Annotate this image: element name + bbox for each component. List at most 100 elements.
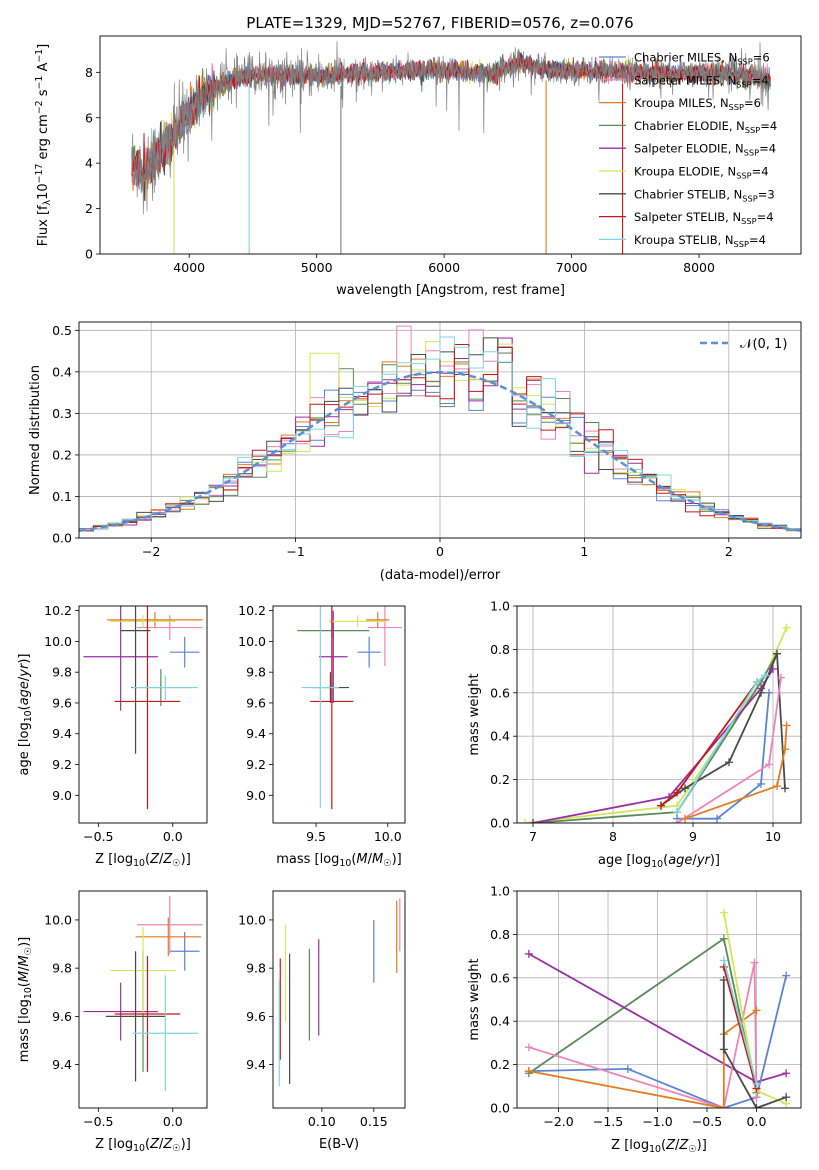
label-part: Salpeter ELODIE, N <box>634 142 744 156</box>
axes-frame <box>516 605 802 824</box>
label-part: Z [log <box>95 1137 133 1152</box>
label-part: 10 <box>339 858 351 869</box>
x-tick-label: −0.5 <box>83 1114 113 1129</box>
y-tick-label: 0.6 <box>490 970 510 985</box>
y-tick-label: 9.8 <box>52 961 72 976</box>
y-tick-label: 9.2 <box>52 757 72 772</box>
y-tick-label: 9.6 <box>246 695 266 710</box>
chart-mass_vs_Z: −0.5 0.09.49.69.810.0Z [log10(Z/Z☉)]mass … <box>17 890 208 1154</box>
label-part: ( <box>145 852 150 867</box>
x-axis-label: age [log10(age/yr)] <box>598 853 720 870</box>
label-part: SSP <box>736 79 751 89</box>
label-part: s <box>36 89 51 100</box>
x-tick-label: 0.15 <box>360 1114 388 1129</box>
x-tick-label: 2 <box>725 544 733 559</box>
y-tick-label: 0.2 <box>490 1057 510 1072</box>
plot-area <box>297 606 403 810</box>
plot-area <box>278 898 401 1087</box>
label-part: / <box>17 676 32 681</box>
label-part: SSP <box>736 171 751 181</box>
y-tick-label: 10.0 <box>44 634 72 649</box>
x-axis-label: (data-model)/error <box>380 568 501 583</box>
y-tick-label: 10.0 <box>238 634 266 649</box>
y-tick-label: 10.2 <box>44 603 72 618</box>
y-tick-label: 9.2 <box>246 757 266 772</box>
label-part: ( <box>351 852 356 867</box>
y-tick-label: 0.2 <box>490 772 510 787</box>
label-part: ( <box>663 853 668 868</box>
label-part: =4 <box>749 233 766 247</box>
label-part: / <box>17 966 32 971</box>
label-part: age <box>668 853 692 868</box>
label-part: SSP <box>734 239 749 249</box>
label-part: =4 <box>760 119 777 133</box>
axes-frame <box>78 321 802 539</box>
label-part: Z <box>149 852 160 867</box>
label-part: 10 <box>651 859 663 870</box>
y-tick-label: 0.5 <box>52 323 72 338</box>
label-part: =4 <box>759 142 776 156</box>
x-tick-label: 10.0 <box>374 829 402 844</box>
axes-frame <box>99 35 802 255</box>
y-tick-label: 6 <box>85 110 93 125</box>
y-tick-label: 0.1 <box>52 489 72 504</box>
label-part: erg cm <box>36 114 51 163</box>
label-part: / <box>159 1137 164 1152</box>
y-axis-label: mass weight <box>467 673 482 755</box>
x-tick-label: 0 <box>436 544 444 559</box>
series-line <box>528 962 758 1108</box>
label-part: 10 <box>649 1144 661 1155</box>
axes-frame <box>516 890 802 1109</box>
y-tick-label: 0.3 <box>52 406 72 421</box>
label-part: / <box>692 853 697 868</box>
label-part: SSP <box>741 216 756 226</box>
x-tick-label: 7000 <box>556 260 588 275</box>
label-part: Chabrier STELIB, N <box>634 187 742 201</box>
y-axis-label: age [log10(age/yr)] <box>17 653 34 775</box>
x-axis-label: mass [log10(M/M☉)] <box>276 852 402 869</box>
label-part: Kroupa STELIB, N <box>634 233 734 247</box>
y-axis-label: Normed distribution <box>28 365 43 495</box>
y-tick-label: 0 <box>85 247 93 262</box>
chart-weight_vs_Z: −2.0 −1.5 −1.0 −0.5 0.0 0.0 0.2 0.4 0.6 0.8 1.0 Z [… <box>467 884 802 1155</box>
x-tick-label: −0.5 <box>692 1114 722 1129</box>
label-part: ( <box>17 705 32 710</box>
label-part: M <box>17 971 32 982</box>
series-line <box>677 692 770 820</box>
legend-label: Salpeter STELIB, NSSP=4 <box>634 210 774 226</box>
label-part: mass [log <box>17 999 32 1062</box>
y-tick-label: 9.4 <box>52 1057 72 1072</box>
label-part: −1 <box>34 76 45 90</box>
label-part: Z <box>162 852 173 867</box>
y-tick-label: 0.6 <box>490 685 510 700</box>
y-tick-label: 1.0 <box>490 884 510 899</box>
observed-spectrum-line <box>131 41 771 215</box>
plot-area <box>83 606 203 810</box>
y-tick-label: 9.0 <box>246 788 266 803</box>
label-part: 10 <box>23 710 34 722</box>
y-tick-label: 1.0 <box>490 599 510 614</box>
y-tick-label: 9.4 <box>246 1057 266 1072</box>
label-part: SSP <box>729 102 744 112</box>
plot-area <box>517 606 801 823</box>
x-tick-label: −0.5 <box>83 829 113 844</box>
label-part: λ <box>42 199 53 205</box>
label-part: M <box>372 852 383 867</box>
axes-frame <box>272 605 406 824</box>
x-tick-label: 7 <box>529 829 537 844</box>
y-axis-label: mass weight <box>467 958 482 1040</box>
label-part: Chabrier ELODIE, N <box>634 119 745 133</box>
y-tick-label: 9.4 <box>246 726 266 741</box>
label-part: )] <box>181 852 191 867</box>
y-tick-label: 9.8 <box>246 961 266 976</box>
x-tick-label: 0.0 <box>747 1114 767 1129</box>
label-part: =6 <box>753 51 770 65</box>
plot-area <box>517 891 801 1108</box>
chart-mass_vs_ebv: 0.10 0.15 9.4 9.6 9.8 10.0 E(B-V) <box>238 890 406 1152</box>
label-part: Salpeter MILES, N <box>634 73 736 87</box>
label-part: yr <box>17 662 32 678</box>
label-part: =6 <box>744 96 761 110</box>
chart-residuals: −2 −1 0 1 2 0.0 0.1 0.2 0.3 0.4 0.5 (data-model)/er… <box>28 321 802 583</box>
